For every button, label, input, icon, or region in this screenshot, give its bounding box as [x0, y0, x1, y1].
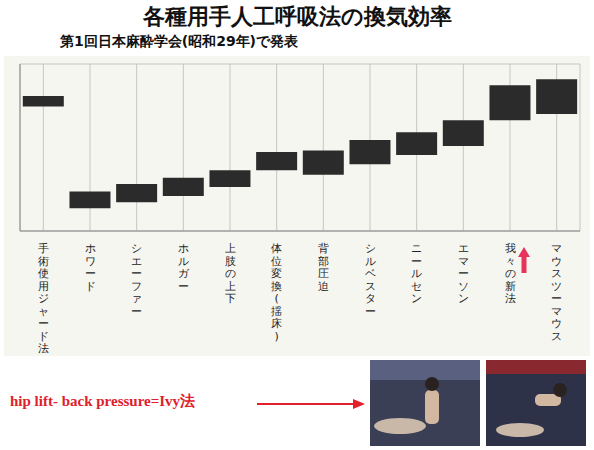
svg-text:ホルガー: ホルガー [178, 242, 190, 293]
html-text:第1回日本麻酔学会(昭和29年)で発表: 第1回日本麻酔学会(昭和29年)で発表 [60, 33, 298, 49]
svg-text:我々の新法: 我々の新法 [505, 242, 516, 305]
html-text:各種用手人工呼吸法の換気効率: 各種用手人工呼吸法の換気効率 [142, 4, 452, 29]
svg-text:体位変換(揺床): 体位変換(揺床) [271, 242, 282, 343]
svg-text:上肢の上下: 上肢の上下 [225, 242, 236, 305]
svg-text:シルベスター: シルベスター [365, 242, 376, 318]
svg-text:背部圧迫: 背部圧迫 [318, 242, 329, 293]
svg-text:シエーファー: シエーファー [131, 242, 142, 318]
svg-text:手術使用ジャード法: 手術使用ジャード法 [38, 242, 49, 355]
svg-text:エマーソン: エマーソン [458, 242, 469, 305]
svg-text:ニールセン: ニールセン [411, 242, 422, 305]
svg-text:マウスツーマウス: マウスツーマウス [551, 242, 562, 343]
svg-text:ホワード: ホワード [85, 242, 96, 293]
html-text:hip lift- back pressure=Ivy法: hip lift- back pressure=Ivy法 [10, 393, 196, 409]
